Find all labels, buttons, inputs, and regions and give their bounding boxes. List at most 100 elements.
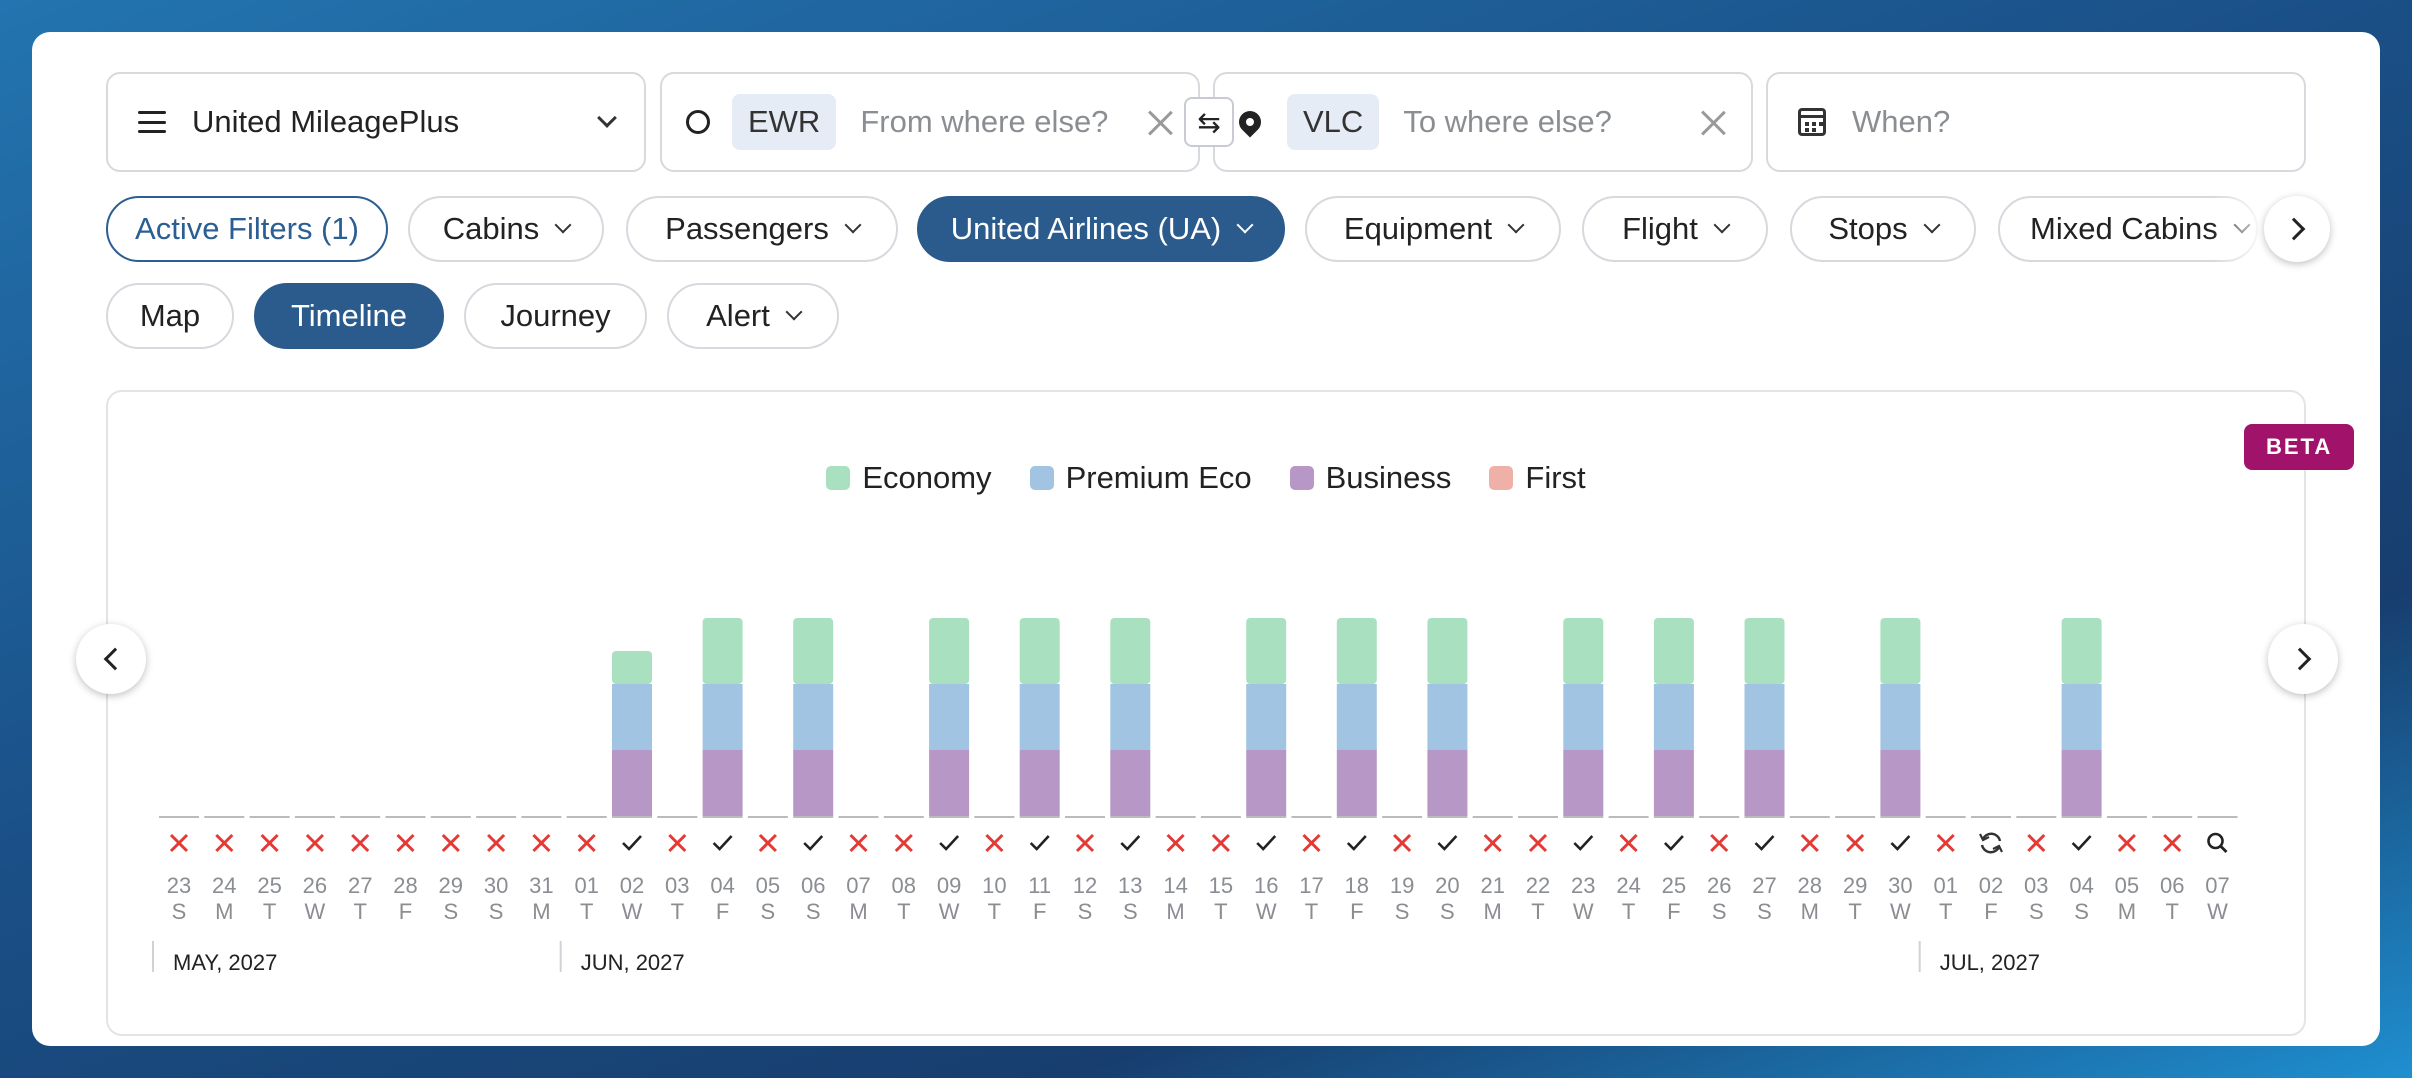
weekday-label: T [1305,899,1318,924]
view-journey[interactable]: Journey [464,283,647,349]
unavailable-icon [169,833,189,853]
view-timeline[interactable]: Timeline [254,283,444,349]
bar-segment-economy [1246,618,1287,684]
filter-label: Active Filters (1) [135,211,359,246]
bar-segment-economy [929,618,970,684]
destination-code-chip[interactable]: VLC [1287,94,1380,150]
unavailable-icon [441,833,460,853]
weekday-label: T [1214,899,1227,924]
weekday-label: T [897,899,910,924]
timeline-next-button[interactable] [2268,624,2338,694]
bar-segment-premium-eco [1563,684,1604,750]
x-stroke [169,833,189,853]
date-input[interactable] [1852,104,2274,140]
x-stroke [1619,833,1638,853]
timeline-prev-button[interactable] [76,624,146,694]
legend-swatch [1289,466,1314,490]
unavailable-icon [2163,833,2182,853]
program-label: United MileagePlus [192,104,460,139]
available-check-icon [622,835,642,851]
day-number-label: 08 [892,873,916,898]
view-alert[interactable]: Alert [667,283,839,349]
filters-scroll-right-button[interactable] [2264,196,2330,262]
day-number-label: 05 [756,873,780,898]
legend-first: First [1489,460,1586,496]
filter-passengers[interactable]: Passengers [626,196,898,262]
available-check-icon [1256,835,1277,851]
legend-swatch [826,466,851,490]
weekday-label: T [263,899,276,924]
destination-input[interactable] [1403,104,1699,140]
location-pin-icon [1234,106,1266,138]
program-selector[interactable]: United MileagePlus [106,72,646,172]
destination-field[interactable]: VLC [1213,72,1753,172]
filter-active-filters[interactable]: Active Filters (1) [106,196,388,262]
filter-label: Stops [1828,211,1908,246]
available-check-icon [1437,835,1458,851]
bar-segment-business [1110,750,1151,816]
x-stroke [1800,833,1819,853]
x-stroke [894,833,913,853]
day-number-label: 01 [1933,873,1957,898]
search-icon-handle [2219,845,2228,853]
bar-segment-business [793,750,834,816]
filter-cabins[interactable]: Cabins [408,196,604,262]
chevron-down-icon [1236,216,1254,234]
x-stroke [532,833,551,853]
day-number-label: 03 [2024,873,2048,898]
unavailable-icon [894,833,913,853]
bar-segment-business [1880,750,1921,816]
bar-segment-economy [1110,618,1151,684]
unavailable-icon [668,833,687,853]
refresh-icon [1980,832,2002,854]
weekday-label: T [1622,899,1635,924]
bar-segment-economy [612,651,652,684]
beta-badge: BETA [2244,424,2355,470]
filter-airline[interactable]: United Airlines (UA) [917,196,1285,262]
weekday-label: F [399,899,412,924]
clear-destination-icon[interactable] [1699,108,1727,136]
day-number-label: 20 [1435,873,1459,898]
day-number-label: 12 [1073,873,1097,898]
origin-input[interactable] [860,104,1146,140]
weekday-label: S [1078,899,1093,924]
unavailable-icon [215,833,234,853]
weekday-label: T [671,899,684,924]
clear-origin-icon[interactable] [1146,108,1174,136]
available-check-icon [712,835,733,851]
day-number-label: 14 [1163,873,1187,898]
weekday-label: S [761,899,776,924]
chevron-down-icon [1923,216,1941,234]
x-stroke [1211,833,1230,853]
view-map[interactable]: Map [106,283,234,349]
weekday-label: F [1667,899,1680,924]
swap-airports-button[interactable]: ⇆ [1184,97,1234,147]
bar-segment-premium-eco [1427,684,1468,750]
filter-flight[interactable]: Flight [1582,196,1768,262]
filter-label: United Airlines (UA) [950,211,1222,246]
weekday-label: T [353,899,366,924]
unavailable-icon [1211,833,1230,853]
bar-segment-business [1744,750,1785,816]
unavailable-icon [1528,833,1548,853]
weekday-label: M [1484,899,1502,924]
menu-icon [138,111,166,133]
bar-segment-premium-eco [1880,684,1921,750]
filter-equipment[interactable]: Equipment [1305,196,1561,262]
available-check-icon [1029,835,1050,851]
weekday-label: F [716,899,729,924]
legend-label: First [1525,460,1586,495]
filter-stops[interactable]: Stops [1790,196,1976,262]
bar-segment-business [1653,750,1694,816]
origin-code-chip[interactable]: EWR [732,94,837,150]
date-field[interactable] [1766,72,2306,172]
day-number-label: 06 [801,873,825,898]
weekday-label: W [2207,899,2228,924]
unavailable-icon [2117,833,2136,853]
unavailable-icon [985,833,1004,853]
day-number-label: 03 [665,873,689,898]
unavailable-icon [487,833,506,853]
available-check-icon [1890,835,1911,851]
x-stroke [1710,833,1729,853]
origin-field[interactable]: EWR [660,72,1200,172]
